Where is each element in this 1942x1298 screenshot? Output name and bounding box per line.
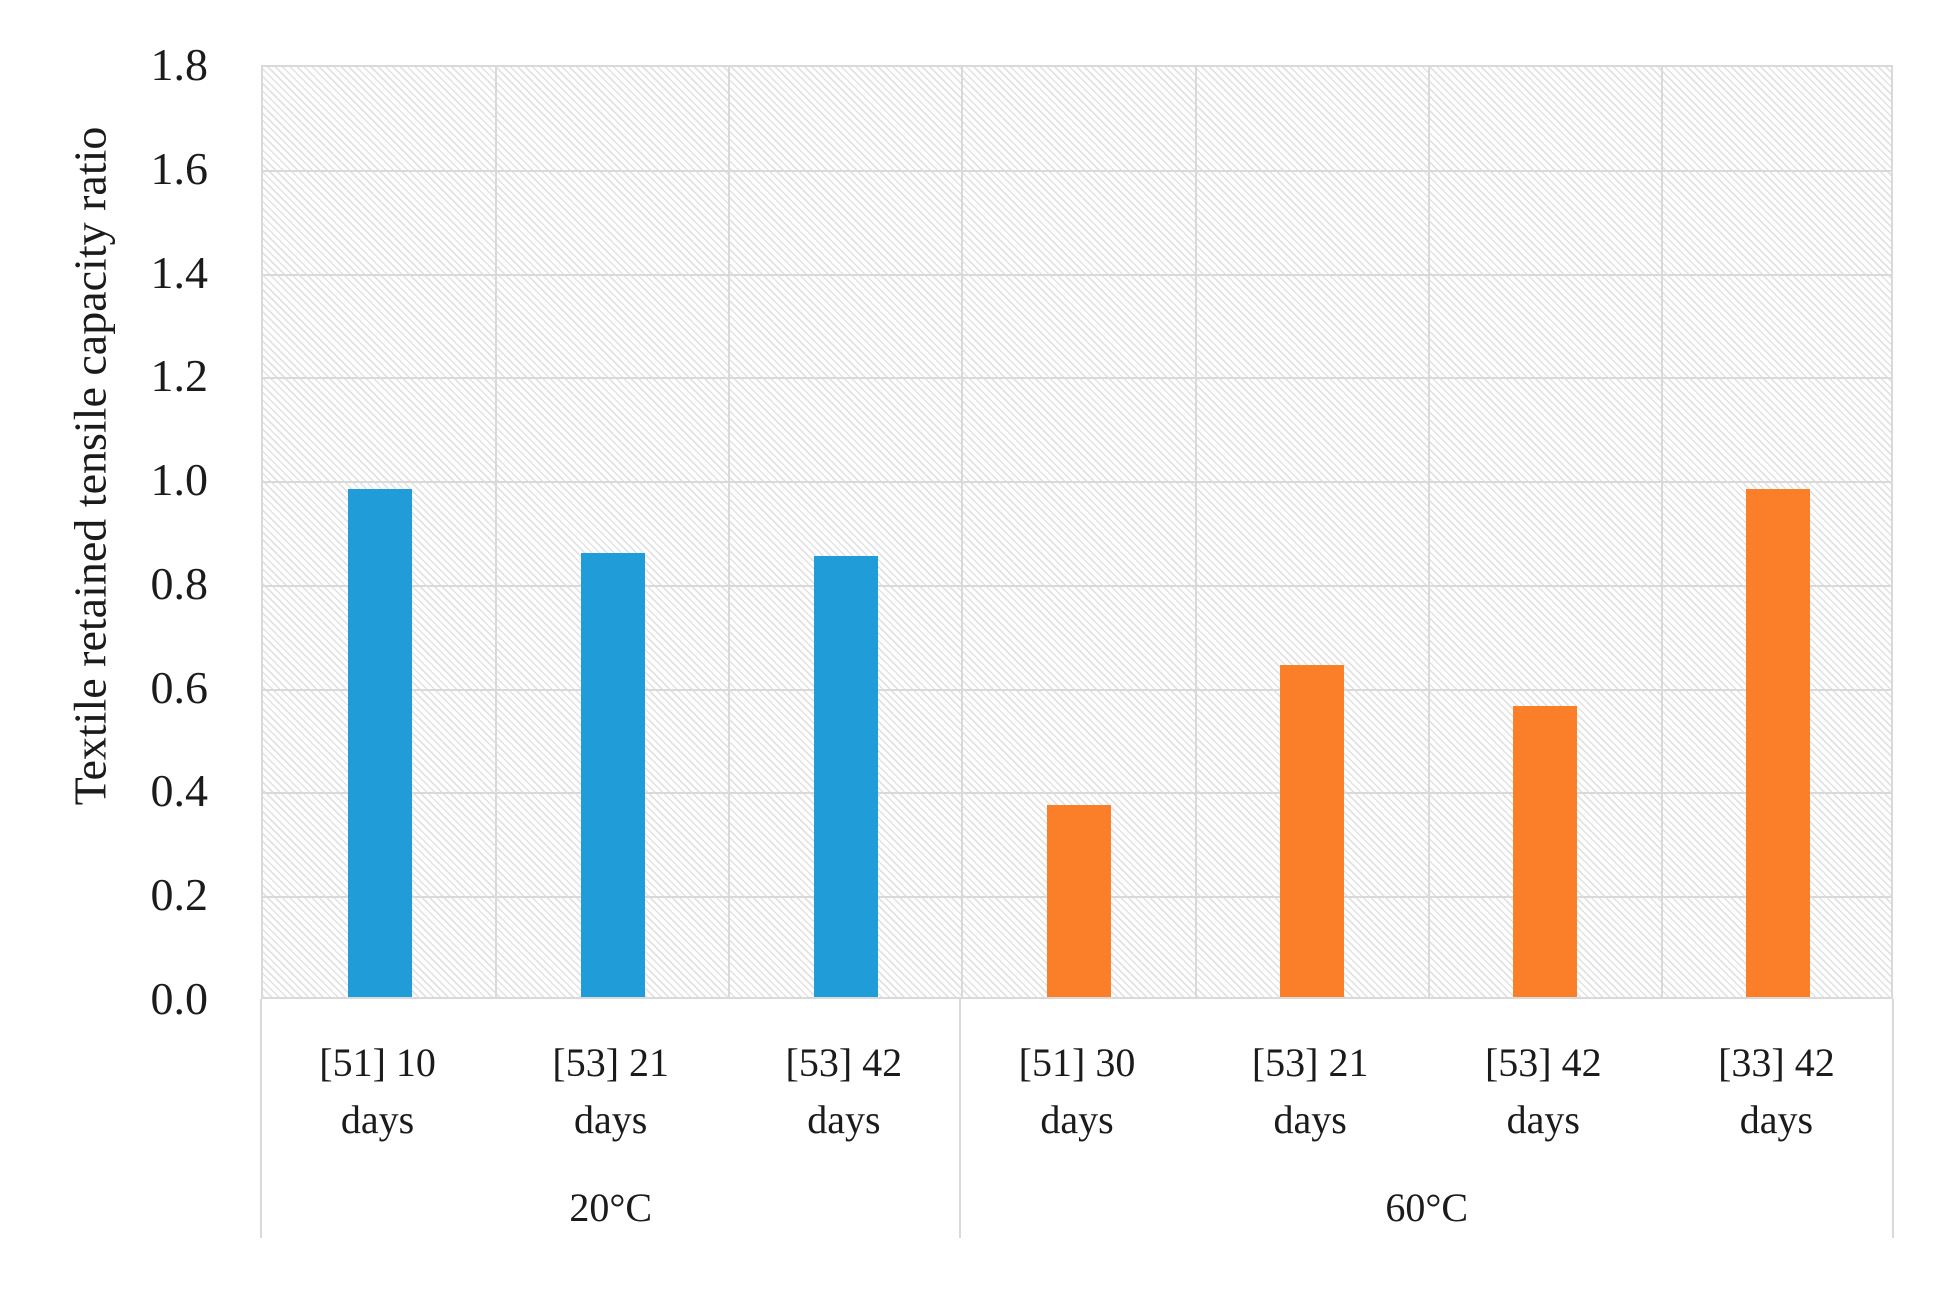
- y-tick-label-0-6: 0.6: [150, 661, 209, 713]
- x-category-label-line: days: [1273, 1097, 1347, 1142]
- x-category-label-51-10-days: [51] 10 days: [261, 1034, 494, 1148]
- x-category-label-line: [51] 30: [1018, 1040, 1136, 1085]
- bar-60-c-53-21-days: [1280, 664, 1345, 997]
- y-tick-label-1-6: 1.6: [150, 142, 209, 194]
- bar-60-c-33-42-days: [1746, 488, 1811, 997]
- bar-20-c-51-10-days: [347, 488, 412, 997]
- h-gridline-1-0: [263, 481, 1891, 484]
- bar-20-c-53-21-days: [580, 553, 645, 997]
- x-category-label-line: [33] 42: [1718, 1040, 1835, 1085]
- y-tick-label-0-8: 0.8: [150, 557, 209, 609]
- x-group-label-60-c: 60°C: [1385, 1185, 1469, 1230]
- x-group-label-20-c: 20°C: [569, 1185, 653, 1230]
- x-category-label-line: days: [340, 1097, 415, 1142]
- bar-60-c-51-30-days: [1047, 805, 1111, 997]
- y-tick-label-1-8: 1.8: [150, 39, 209, 90]
- x-category-label-line: [51] 10: [319, 1040, 436, 1085]
- x-category-label-line: [53] 42: [785, 1040, 903, 1085]
- x-category-label-51-30-days: [51] 30 days: [960, 1034, 1193, 1148]
- group-separator-2: [1892, 999, 1894, 1238]
- v-gridline-5: [1427, 67, 1430, 997]
- h-gridline-0-6: [263, 688, 1891, 691]
- x-category-label-line: days: [807, 1097, 881, 1142]
- h-gridline-0-8: [263, 584, 1891, 587]
- x-category-label-line: [53] 21: [552, 1040, 670, 1085]
- x-category-label-53-21-days: [53] 21 days: [494, 1034, 727, 1148]
- plot-area: [261, 65, 1893, 999]
- y-tick-label-0-2: 0.2: [150, 869, 209, 921]
- y-tick-label-0-0: 0.0: [150, 973, 209, 1024]
- y-tick-label-1-2: 1.2: [150, 350, 209, 402]
- bar-20-c-53-42-days: [813, 555, 878, 997]
- group-separator-left: [260, 999, 262, 1238]
- y-tick-label-0-4: 0.4: [150, 765, 209, 817]
- v-gridline-6: [1660, 67, 1663, 997]
- x-category-label-33-42-days: [33] 42 days: [1660, 1034, 1893, 1148]
- x-category-label-line: days: [1739, 1097, 1814, 1142]
- group-separator-1: [959, 999, 962, 1238]
- x-category-label-53-42-days: [53] 42 days: [1427, 1034, 1660, 1148]
- x-category-label-line: [53] 21: [1251, 1040, 1369, 1085]
- h-gridline-1-2: [263, 377, 1891, 380]
- v-gridline-2: [728, 67, 731, 997]
- x-category-label-line: days: [1040, 1097, 1114, 1142]
- h-gridline-1-6: [263, 169, 1891, 172]
- v-gridline-1: [495, 67, 498, 997]
- x-category-label-53-21-days: [53] 21 days: [1194, 1034, 1427, 1148]
- x-category-label-53-42-days: [53] 42 days: [727, 1034, 960, 1148]
- x-category-label-line: days: [1506, 1097, 1580, 1142]
- x-category-label-line: days: [574, 1097, 648, 1142]
- y-tick-label-1-4: 1.4: [150, 246, 209, 298]
- v-gridline-4: [1194, 67, 1197, 997]
- h-gridline-1-4: [263, 273, 1891, 276]
- v-gridline-3: [961, 67, 964, 997]
- y-tick-label-1-0: 1.0: [150, 454, 209, 506]
- h-gridline-0-4: [263, 792, 1891, 795]
- bar-60-c-53-42-days: [1513, 706, 1578, 997]
- x-category-label-line: [53] 42: [1484, 1040, 1602, 1085]
